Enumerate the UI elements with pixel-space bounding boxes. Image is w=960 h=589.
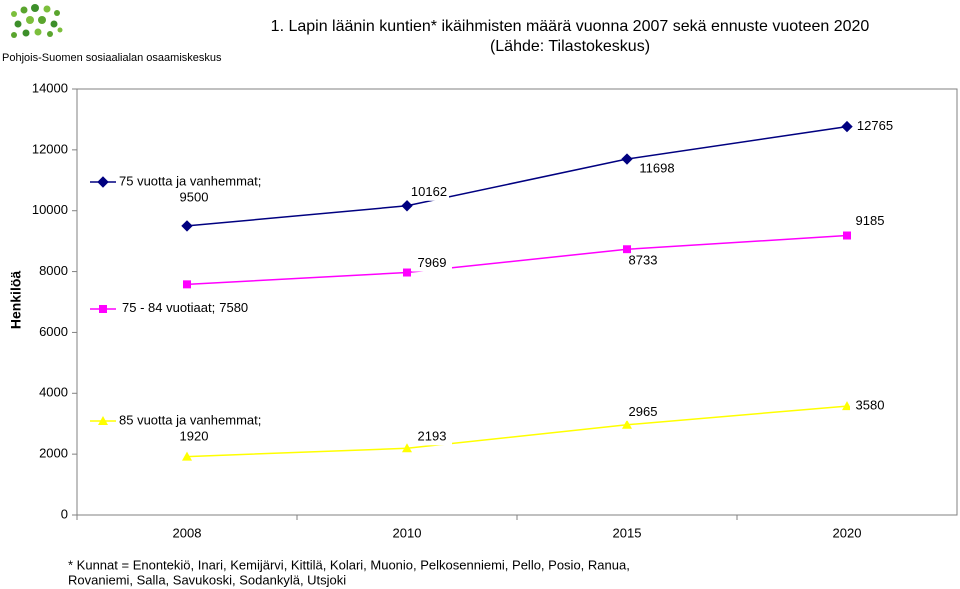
marker — [98, 416, 108, 425]
chart-title: 1. Lapin läänin kuntien* ikäihmisten mää… — [271, 18, 870, 35]
y-tick-label: 4000 — [39, 385, 68, 400]
y-tick-label: 14000 — [32, 80, 68, 95]
marker — [97, 176, 109, 188]
series-line — [186, 125, 848, 227]
data-label: 12765 — [857, 118, 893, 133]
marker — [401, 200, 413, 212]
marker — [182, 451, 192, 461]
marker — [621, 153, 633, 165]
marker — [842, 401, 852, 411]
data-label: 10162 — [411, 184, 447, 199]
x-tick-label: 2015 — [613, 525, 642, 540]
footnote: * Kunnat = Enontekiö, Inari, Kemijärvi, … — [68, 557, 630, 572]
data-label: 8733 — [629, 253, 658, 268]
label-box — [850, 398, 890, 415]
label-box — [412, 255, 452, 272]
y-tick-label: 2000 — [39, 446, 68, 461]
label-box — [90, 172, 276, 212]
label-box — [855, 118, 895, 135]
data-label: 7969 — [418, 255, 447, 270]
data-label: 11698 — [639, 160, 674, 175]
label-box — [850, 213, 890, 230]
x-tick-label: 2020 — [833, 525, 862, 540]
data-label: 2965 — [629, 404, 658, 419]
series-name: 75 - 84 vuotiaat; — [122, 300, 215, 315]
label-box — [90, 411, 276, 451]
marker — [99, 305, 107, 313]
label-box — [90, 299, 240, 319]
series-line — [186, 234, 848, 286]
marker — [181, 220, 193, 232]
x-tick-label: 2010 — [393, 525, 422, 540]
data-label: 1920 — [180, 428, 209, 443]
y-tick-label: 8000 — [39, 263, 68, 278]
marker — [402, 443, 412, 453]
label-box — [623, 253, 663, 270]
marker — [843, 231, 851, 240]
y-tick-label: 12000 — [32, 141, 68, 156]
data-label: 9185 — [856, 213, 885, 228]
footnote: Rovaniemi, Salla, Savukoski, Sodankylä, … — [68, 572, 346, 587]
label-box — [637, 161, 677, 178]
label-box — [623, 404, 663, 421]
y-axis-label: Henkilöä — [8, 271, 24, 330]
label-box — [412, 429, 452, 446]
data-label: 2193 — [418, 429, 447, 444]
logo-text: Pohjois-Suomen sosiaalialan osaamiskesku… — [2, 52, 222, 64]
y-tick-label: 6000 — [39, 324, 68, 339]
y-tick-label: 0 — [61, 506, 68, 521]
data-label: 85 vuotta ja vanhemmat; — [119, 412, 261, 427]
marker — [841, 120, 853, 133]
data-label: 75 - 84 vuotiaat; 7580 — [122, 300, 248, 315]
marker — [183, 280, 191, 289]
marker — [403, 268, 411, 277]
marker — [623, 245, 631, 254]
x-tick-label: 2008 — [173, 525, 202, 540]
label-box — [409, 184, 449, 201]
y-tick-label: 10000 — [32, 202, 68, 217]
series-line — [186, 405, 848, 458]
data-value: 7580 — [219, 300, 248, 315]
data-label: 9500 — [180, 189, 209, 204]
logo: Pohjois-Suomen sosiaalialan osaamiskesku… — [2, 4, 222, 64]
chart-title: (Lähde: Tilastokeskus) — [490, 38, 650, 55]
marker — [622, 419, 632, 429]
data-label: 3580 — [856, 398, 885, 413]
data-label: 75 vuotta ja vanhemmat; — [119, 173, 261, 188]
